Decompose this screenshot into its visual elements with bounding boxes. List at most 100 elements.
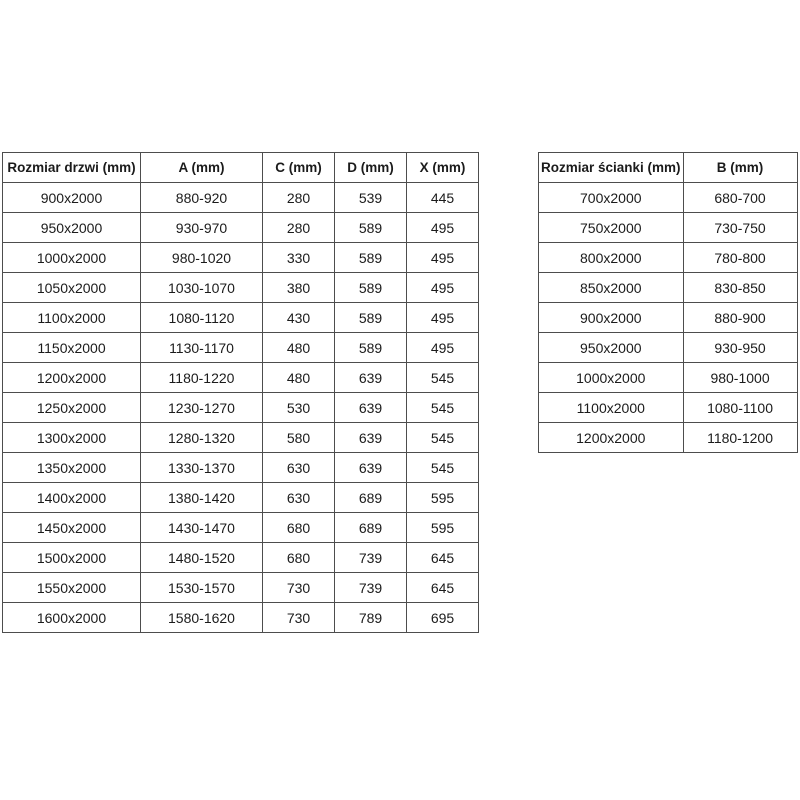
table-row: 900x2000 880-920 280 539 445 [2,182,479,213]
table-cell: 1330-1370 [140,452,263,483]
table-row: 1250x2000 1230-1270 530 639 545 [2,392,479,423]
table-cell: 1250x2000 [2,392,141,423]
table-row: 1050x2000 1030-1070 380 589 495 [2,272,479,303]
wall-size-table: Rozmiar ścianki (mm) B (mm) 700x2000 680-70… [538,152,798,453]
table-row: 750x2000 730-750 [538,212,798,243]
table-cell: 1430-1470 [140,512,263,543]
table-cell: 280 [262,212,335,243]
table-cell: 700x2000 [538,182,684,213]
table-cell: 1150x2000 [2,332,141,363]
table-cell: 880-920 [140,182,263,213]
table-cell: 1000x2000 [538,362,684,393]
table-cell: 680-700 [682,182,798,213]
table-cell: 1400x2000 [2,482,141,513]
table-cell: 330 [262,242,335,273]
table-row: 900x2000 880-900 [538,302,798,333]
table-cell: 589 [334,242,407,273]
table-cell: 800x2000 [538,242,684,273]
table-cell: 680 [262,512,335,543]
table-row: 1600x2000 1580-1620 730 789 695 [2,602,479,633]
table-cell: 495 [406,332,479,363]
table-cell: 930-970 [140,212,263,243]
table-cell: 1380-1420 [140,482,263,513]
table-row: 1150x2000 1130-1170 480 589 495 [2,332,479,363]
table-cell: 950x2000 [2,212,141,243]
table-row: 700x2000 680-700 [538,182,798,213]
table-cell: 280 [262,182,335,213]
table-cell: 589 [334,272,407,303]
table-cell: 1180-1200 [682,422,798,453]
table-cell: 1050x2000 [2,272,141,303]
table-row: 1350x2000 1330-1370 630 639 545 [2,452,479,483]
table-cell: 695 [406,602,479,633]
table-cell: 1000x2000 [2,242,141,273]
table-cell: 1480-1520 [140,542,263,573]
table-cell: 1300x2000 [2,422,141,453]
table-cell: 589 [334,302,407,333]
table-cell: 750x2000 [538,212,684,243]
table-cell: 630 [262,452,335,483]
table-cell: 830-850 [682,272,798,303]
table-cell: 639 [334,452,407,483]
table-cell: 430 [262,302,335,333]
header-row: Rozmiar ścianki (mm) B (mm) [538,152,798,183]
table-cell: 689 [334,512,407,543]
column-header: B (mm) [682,152,798,183]
table-cell: 1550x2000 [2,572,141,603]
table-cell: 1200x2000 [538,422,684,453]
table-cell: 545 [406,392,479,423]
table-cell: 789 [334,602,407,633]
table-cell: 480 [262,362,335,393]
column-header: Rozmiar drzwi (mm) [2,152,141,183]
table-cell: 680 [262,542,335,573]
column-header: X (mm) [406,152,479,183]
table-cell: 545 [406,452,479,483]
table-cell: 1350x2000 [2,452,141,483]
table-cell: 900x2000 [538,302,684,333]
table-cell: 880-900 [682,302,798,333]
table-row: 1550x2000 1530-1570 730 739 645 [2,572,479,603]
table-cell: 730 [262,572,335,603]
table-cell: 1580-1620 [140,602,263,633]
table-cell: 1030-1070 [140,272,263,303]
table-row: 1300x2000 1280-1320 580 639 545 [2,422,479,453]
table-cell: 1280-1320 [140,422,263,453]
table-cell: 1500x2000 [2,542,141,573]
table-cell: 1100x2000 [2,302,141,333]
table-cell: 645 [406,542,479,573]
table-cell: 639 [334,422,407,453]
table-row: 1200x2000 1180-1220 480 639 545 [2,362,479,393]
table-row: 850x2000 830-850 [538,272,798,303]
table-cell: 639 [334,392,407,423]
table-cell: 930-950 [682,332,798,363]
table-cell: 1130-1170 [140,332,263,363]
table-cell: 580 [262,422,335,453]
column-header: D (mm) [334,152,407,183]
table-cell: 539 [334,182,407,213]
table-cell: 495 [406,272,479,303]
table-cell: 980-1000 [682,362,798,393]
table-cell: 445 [406,182,479,213]
table-cell: 1600x2000 [2,602,141,633]
table-cell: 595 [406,512,479,543]
table-cell: 730 [262,602,335,633]
column-header: A (mm) [140,152,263,183]
table-row: 1500x2000 1480-1520 680 739 645 [2,542,479,573]
table-row: 1100x2000 1080-1120 430 589 495 [2,302,479,333]
table-row: 1450x2000 1430-1470 680 689 595 [2,512,479,543]
table-cell: 1450x2000 [2,512,141,543]
table-cell: 1530-1570 [140,572,263,603]
table-cell: 380 [262,272,335,303]
table-row: 1200x2000 1180-1200 [538,422,798,453]
table-cell: 950x2000 [538,332,684,363]
door-size-table: Rozmiar drzwi (mm) A (mm) C (mm) D (mm) X (m… [2,152,479,633]
table-cell: 589 [334,212,407,243]
table-cell: 1100x2000 [538,392,684,423]
table-cell: 1080-1100 [682,392,798,423]
table-cell: 645 [406,572,479,603]
table-cell: 639 [334,362,407,393]
table-cell: 730-750 [682,212,798,243]
table-cell: 530 [262,392,335,423]
table-cell: 1180-1220 [140,362,263,393]
